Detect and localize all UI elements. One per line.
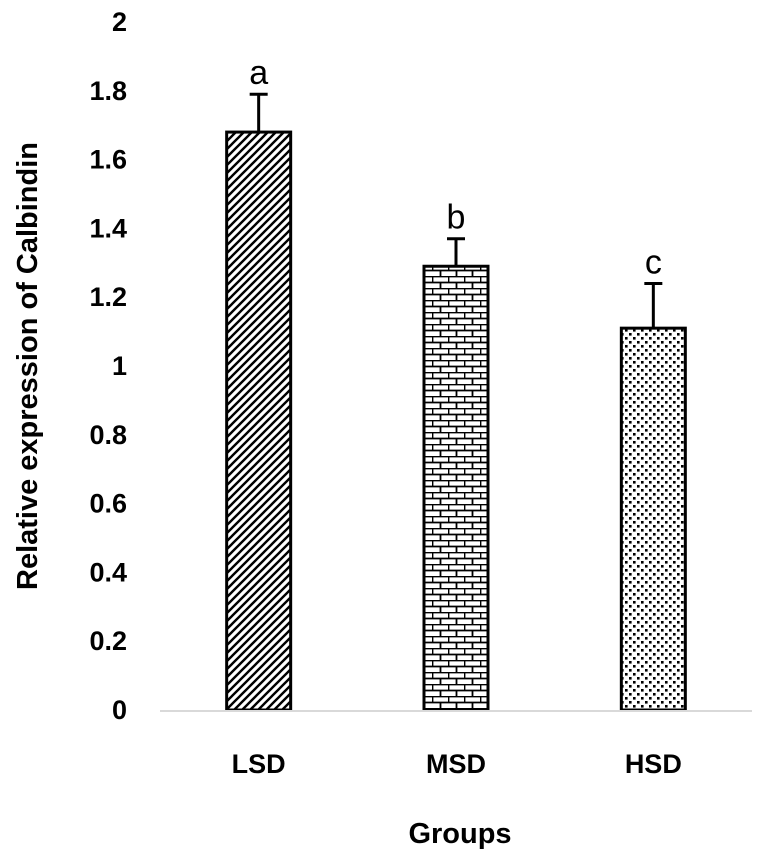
- y-tick-label: 0: [112, 695, 127, 725]
- bar-lsd: [225, 130, 293, 712]
- bar-msd: [422, 264, 490, 712]
- y-tick-label: 1.4: [89, 213, 127, 243]
- y-tick-label: 1.2: [89, 282, 127, 312]
- y-tick-label: 1.6: [89, 145, 127, 175]
- error-bar-lsd: [249, 92, 268, 133]
- y-tick-label: 0.8: [89, 420, 127, 450]
- error-bar-hsd: [644, 281, 663, 329]
- y-tick-label: 0.2: [89, 626, 127, 656]
- y-axis-ticks: 0 0.2 0.4 0.6 0.8 1 1.2 1.4 1.6 1.8 2: [89, 7, 127, 725]
- significance-label: b: [447, 199, 466, 237]
- bars: a b c: [225, 54, 687, 712]
- significance-label: c: [645, 243, 662, 281]
- bar-hsd: [619, 326, 687, 712]
- x-tick-label: LSD: [232, 749, 286, 779]
- significance-label: a: [249, 54, 268, 92]
- y-tick-label: 0.6: [89, 489, 127, 519]
- x-tick-label: MSD: [426, 749, 486, 779]
- y-tick-label: 2: [112, 7, 127, 37]
- y-axis-title: Relative expression of Calbindin: [12, 142, 44, 590]
- x-axis-title: Groups: [408, 818, 511, 850]
- error-bar-msd: [447, 237, 465, 267]
- x-tick-label: HSD: [625, 749, 682, 779]
- y-tick-label: 1.8: [89, 76, 127, 106]
- y-tick-label: 0.4: [89, 557, 127, 587]
- y-tick-label: 1: [112, 351, 127, 381]
- x-axis-labels: LSD MSD HSD: [232, 749, 682, 779]
